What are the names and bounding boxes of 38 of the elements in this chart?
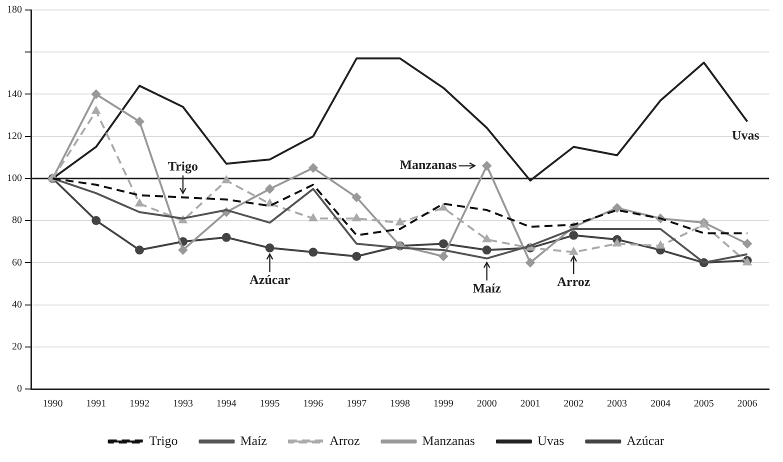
y-tick-label: 80	[12, 215, 22, 226]
x-tick-label: 1995	[260, 398, 280, 410]
annotation: Maíz	[472, 280, 502, 296]
legend-label: Maíz	[240, 432, 268, 448]
y-tick-label: 120	[7, 130, 22, 142]
y-tick-label: 60	[12, 257, 22, 268]
x-tick-label: 1992	[130, 398, 150, 410]
y-tick-label: 40	[12, 299, 22, 310]
x-tick-label: 2004	[650, 398, 670, 410]
x-tick-label: 2006	[737, 398, 758, 410]
x-tick-label: 1997	[346, 398, 367, 410]
annotation: Azúcar	[250, 272, 290, 287]
legend-label: Manzanas	[422, 432, 475, 448]
annotation: Uvas	[732, 127, 760, 142]
legend-label: Arroz	[329, 432, 360, 448]
x-tick-label: 2001	[520, 398, 540, 410]
x-tick-label: 2005	[694, 398, 714, 410]
y-tick-label: 100	[7, 173, 22, 184]
annotation: Trigo	[168, 158, 198, 174]
annotation: Arroz	[557, 274, 590, 289]
x-tick-label: 1999	[433, 398, 454, 410]
x-tick-label: 1996	[303, 398, 324, 410]
legend-label: Uvas	[537, 432, 564, 448]
x-tick-label: 1991	[86, 398, 106, 410]
y-tick-label: 20	[12, 342, 22, 353]
x-tick-label: 1994	[216, 398, 236, 410]
x-tick-label: 2002	[564, 398, 584, 410]
x-tick-label: 1993	[172, 398, 193, 410]
x-tick-label: 1998	[390, 398, 410, 410]
x-tick-label: 2000	[476, 398, 497, 410]
x-tick-label: 2003	[607, 398, 628, 410]
legend-label: Azúcar	[626, 432, 665, 448]
x-tick-label: 1990	[42, 398, 63, 410]
legend-label: Trigo	[149, 432, 178, 448]
y-tick-label: 180	[7, 4, 22, 16]
annotation: Manzanas	[400, 157, 457, 172]
y-tick-label: 140	[7, 88, 22, 100]
y-tick-label: 0	[17, 384, 22, 395]
